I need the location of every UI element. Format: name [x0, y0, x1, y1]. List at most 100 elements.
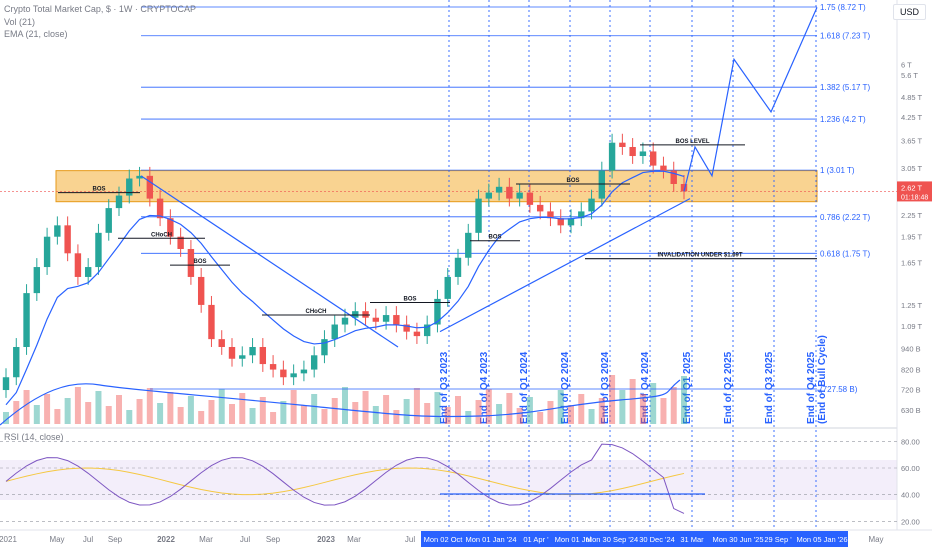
candle-body	[167, 218, 174, 237]
candle-body	[64, 225, 71, 254]
candle-body	[649, 151, 657, 166]
time-axis-label: Jul	[240, 535, 250, 544]
candle-body	[444, 276, 451, 299]
volume-bar	[496, 404, 503, 424]
volume-bar	[331, 398, 338, 424]
price-axis-label: 4.85 T	[901, 93, 923, 102]
time-axis-highlight-label: Mon 02 Oct	[424, 535, 464, 544]
candle-body	[43, 236, 51, 268]
candle-body	[197, 276, 205, 305]
candle-body	[403, 324, 410, 332]
candle-body	[495, 186, 503, 193]
fib-level-label: 1 (3.01 T)	[820, 166, 855, 175]
cycle-marker-label: End of Q2 2025	[723, 351, 734, 424]
cycle-marker-label: End of Q3 2025	[764, 351, 775, 424]
fib-level-label: 1.75 (8.72 T)	[820, 3, 866, 12]
time-axis-label: 2021	[0, 535, 17, 544]
choch-label: CHoCH	[306, 309, 327, 315]
time-axis-label: 2022	[157, 535, 175, 544]
rsi-axis-label: 40.00	[901, 491, 920, 500]
volume-bar	[290, 390, 297, 424]
volume-bar	[54, 409, 61, 424]
bos-label: BOS	[403, 296, 416, 302]
chart-title: Crypto Total Market Cap, $ · 1W · CRYPTO…	[4, 4, 197, 14]
price-axis-label: 5.6 T	[901, 71, 918, 80]
time-axis-label: Jul	[83, 535, 93, 544]
price-axis-label: 1.65 T	[901, 258, 923, 267]
volume-bar	[85, 402, 92, 424]
volume-bar	[372, 406, 379, 424]
time-axis-label: Sep	[108, 535, 123, 544]
support-zone	[55, 170, 818, 203]
candle-body	[218, 339, 225, 348]
candle-body	[300, 369, 308, 374]
bos-label: BOS	[488, 235, 501, 241]
volume-indicator-label[interactable]: Vol (21)	[4, 17, 36, 27]
cycle-marker-label: End of Q4 2023	[479, 351, 490, 424]
price-axis-label: 940 B	[901, 345, 921, 354]
cycle-marker-label: End of Q3 2024	[600, 351, 611, 424]
volume-bar	[64, 398, 71, 424]
candle-body	[156, 198, 164, 219]
candle-body	[578, 211, 585, 219]
volume-bar	[475, 400, 482, 424]
candle-body	[660, 165, 667, 171]
candle-body	[526, 192, 534, 205]
candle-body	[382, 315, 390, 322]
candle-body	[393, 315, 400, 325]
cycle-marker-label: End of Q1 2024	[519, 351, 530, 424]
time-axis-highlight-label: 01 Apr '	[523, 535, 549, 544]
volume-bar	[105, 406, 112, 424]
volume-bar	[229, 404, 235, 424]
time-axis-label: Jul	[405, 535, 415, 544]
candle-body	[310, 355, 318, 370]
candle-body	[54, 225, 61, 237]
bos-label: BOS	[193, 259, 206, 265]
candle-body	[249, 347, 256, 356]
rsi-axis-label: 20.00	[901, 517, 920, 526]
candle-body	[331, 324, 338, 340]
rsi-line	[5, 443, 685, 514]
volume-bar	[95, 391, 102, 424]
currency-button[interactable]: USD	[892, 4, 926, 20]
candle-body	[639, 151, 647, 157]
candle-body	[280, 369, 287, 378]
projection-path	[683, 7, 818, 192]
rsi-axis-label: 80.00	[901, 437, 920, 446]
candle-body	[567, 218, 575, 226]
cycle-marker-label: End of Q2 2024	[560, 351, 571, 424]
volume-bar	[516, 408, 523, 424]
cycle-marker-label: End of Q4 2025	[806, 351, 817, 424]
candle-body	[105, 208, 112, 233]
volume-level-label: (727.58 B)	[820, 385, 858, 394]
ema-indicator-label[interactable]: EMA (21, close)	[4, 29, 68, 39]
volume-bar	[403, 399, 410, 424]
candle-body	[557, 218, 564, 226]
volume-bar	[526, 397, 533, 424]
candle-body	[619, 142, 626, 148]
candle-body	[423, 324, 431, 337]
bos-level-label: BOS LEVEL	[675, 139, 709, 145]
volume-bar	[670, 387, 677, 424]
time-axis-highlight-label: 29 Sep '	[764, 535, 792, 544]
candle-body	[680, 183, 688, 192]
candle-body	[362, 311, 369, 318]
volume-bar	[3, 412, 9, 424]
time-axis-label: Mar	[347, 535, 361, 544]
candle-body	[598, 170, 606, 199]
candle-body	[608, 142, 616, 171]
price-axis-label: 820 B	[901, 366, 921, 375]
candle-body	[290, 373, 297, 378]
volume-bar	[146, 388, 153, 424]
candle-body	[13, 347, 20, 378]
rsi-indicator-label[interactable]: RSI (14, close)	[4, 432, 64, 442]
volume-bar	[311, 394, 318, 424]
candle-body	[588, 198, 595, 212]
candle-body	[454, 257, 462, 277]
candle-body	[84, 267, 92, 277]
time-axis-label: May	[868, 535, 883, 544]
time-axis-highlight-label: 30 Dec '24	[639, 535, 675, 544]
volume-bar	[629, 379, 636, 424]
candle-body	[475, 198, 482, 233]
